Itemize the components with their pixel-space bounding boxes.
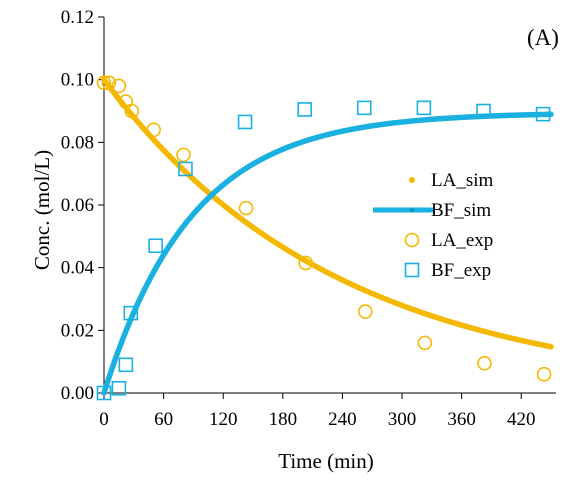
- legend-symbol: [409, 177, 415, 183]
- LA_exp-point: [124, 103, 140, 119]
- LA_exp-point: [417, 335, 433, 351]
- BF_exp-point: [237, 114, 253, 130]
- LA_exp-point: [176, 147, 191, 163]
- axis-ticks: 0.00 0.02 0.04 0.06 0.08 0.10 0.12 0 60 120 180 240…: [61, 7, 536, 430]
- y-tick-label: 0.00: [61, 383, 94, 404]
- x-axis-title: Time (min): [278, 449, 373, 473]
- BF_exp-point: [535, 106, 551, 122]
- y-tick-label: 0.04: [61, 258, 95, 279]
- BF_exp-point: [118, 357, 134, 373]
- BF_exp-point: [297, 102, 312, 117]
- LA_exp-point: [298, 255, 313, 271]
- BF_exp-point: [476, 103, 491, 119]
- BF_exp-point: [148, 238, 163, 254]
- LA_exp-point: [477, 355, 492, 371]
- legend-label: LA_sim: [431, 170, 494, 191]
- BF_exp-point: [178, 161, 193, 177]
- x-tick-label: 180: [269, 409, 298, 430]
- BF_exp-point: [111, 380, 127, 396]
- plot-marks: [96, 75, 554, 401]
- BF_exp-point: [123, 305, 139, 321]
- y-tick-label: 0.10: [61, 70, 94, 91]
- legend-symbol: [404, 262, 420, 278]
- legend-item: LA_sim: [409, 170, 494, 191]
- y-tick-label: 0.02: [61, 320, 94, 341]
- LA_exp-point: [238, 200, 254, 216]
- x-tick-label: 240: [328, 409, 357, 430]
- legend-item: LA_exp: [404, 230, 493, 251]
- x-tick-label: 360: [447, 409, 476, 430]
- x-tick-label: 420: [507, 409, 536, 430]
- y-tick-label: 0.08: [61, 132, 94, 153]
- BF_exp-point: [96, 385, 112, 401]
- LA_exp-point: [111, 78, 127, 94]
- LA_exp-point: [536, 366, 552, 382]
- legend-label: BF_exp: [431, 260, 491, 281]
- BF_exp-point: [356, 100, 372, 116]
- legend-label: BF_sim: [431, 200, 491, 221]
- x-tick-label: 300: [388, 409, 417, 430]
- legend-item: BF_sim: [373, 200, 491, 221]
- LA_exp-point: [357, 304, 373, 319]
- legend-symbol-dot: [410, 208, 414, 212]
- panel-label: (A): [527, 25, 559, 50]
- legend: LA_sim BF_sim LA_exp BF_exp: [373, 170, 494, 281]
- LA_exp-point: [101, 75, 117, 91]
- legend-symbol: [404, 232, 420, 248]
- x-tick-label: 60: [154, 409, 173, 430]
- y-axis-title: Conc. (mol/L): [30, 150, 54, 270]
- LA_exp-point: [96, 75, 112, 91]
- y-tick-label: 0.12: [61, 7, 94, 28]
- legend-item: BF_exp: [404, 260, 491, 281]
- LA_exp-point: [146, 122, 161, 138]
- x-tick-label: 120: [209, 409, 238, 430]
- BF_exp-point: [416, 100, 432, 116]
- x-tick-label: 0: [99, 409, 109, 430]
- legend-label: LA_exp: [431, 230, 493, 251]
- y-tick-label: 0.06: [61, 195, 94, 216]
